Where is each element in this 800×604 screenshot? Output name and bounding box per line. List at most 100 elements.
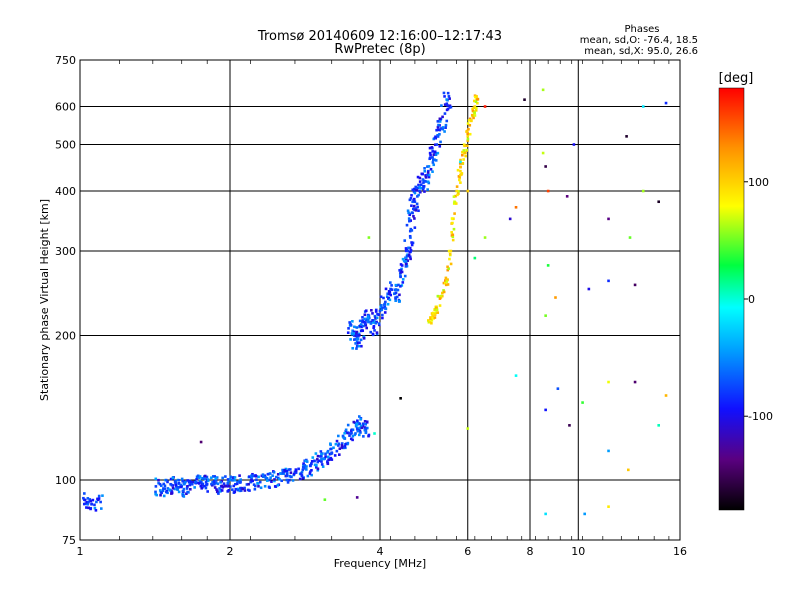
o-mode-echo: [363, 313, 367, 317]
o-mode-echo: [404, 265, 408, 268]
o-mode-echo: [289, 471, 293, 474]
o-mode-echo: [351, 346, 354, 350]
o-mode-echo: [265, 476, 269, 480]
o-mode-echo: [431, 156, 434, 159]
x-mode-echo: [436, 294, 440, 298]
o-mode-echo: [254, 484, 257, 488]
o-mode-echo: [414, 207, 418, 210]
o-mode-echo: [390, 288, 394, 291]
o-mode-echo: [432, 163, 436, 167]
o-mode-echo: [406, 209, 410, 213]
o-mode-echo: [442, 91, 446, 95]
o-mode-echo: [351, 428, 355, 432]
noise-echo: [466, 189, 470, 193]
x-mode-echo: [427, 320, 431, 324]
o-mode-echo: [389, 281, 392, 284]
o-mode-echo: [398, 293, 401, 297]
x-mode-echo: [470, 119, 473, 123]
x-mode-echo: [454, 202, 458, 205]
o-mode-echo: [436, 125, 440, 129]
o-mode-echo: [374, 316, 377, 320]
o-mode-echo: [410, 241, 413, 244]
noise-echo: [459, 160, 462, 164]
x-mode-echo: [448, 257, 451, 261]
o-mode-echo: [355, 427, 359, 430]
o-mode-echo: [196, 474, 200, 478]
x-mode-echo: [462, 158, 465, 161]
o-mode-echo: [408, 229, 412, 233]
o-mode-echo: [195, 477, 198, 481]
o-mode-echo: [444, 126, 447, 130]
o-mode-echo: [446, 91, 450, 95]
o-mode-echo: [418, 176, 422, 180]
o-mode-echo: [99, 500, 102, 504]
noise-echo: [568, 424, 571, 427]
noise-echo: [607, 505, 610, 508]
o-mode-echo: [206, 490, 209, 493]
o-mode-echo: [215, 490, 219, 494]
o-mode-echo: [400, 264, 404, 267]
o-mode-echo: [348, 434, 351, 437]
o-mode-echo: [319, 450, 323, 453]
o-mode-echo: [383, 304, 387, 307]
o-mode-echo: [305, 465, 308, 468]
o-mode-echo: [351, 320, 354, 323]
o-mode-echo: [324, 452, 327, 456]
colorbar-label: [deg]: [719, 71, 754, 86]
o-mode-echo: [239, 486, 242, 490]
o-mode-echo: [379, 295, 383, 299]
o-mode-echo: [290, 475, 293, 479]
o-mode-echo: [401, 257, 405, 261]
o-mode-echo: [214, 479, 217, 482]
o-mode-echo: [169, 477, 173, 481]
o-mode-echo: [389, 287, 392, 291]
x-mode-echo: [466, 122, 470, 125]
o-mode-echo: [361, 320, 364, 324]
o-mode-echo: [411, 200, 414, 204]
o-mode-echo: [166, 480, 169, 484]
o-mode-echo: [190, 481, 193, 484]
o-mode-echo: [298, 477, 302, 481]
o-mode-echo: [204, 486, 208, 490]
o-mode-echo: [431, 150, 434, 153]
o-mode-echo: [349, 437, 353, 441]
o-mode-echo: [353, 433, 357, 437]
noise-echo: [633, 380, 637, 384]
o-mode-echo: [297, 467, 300, 471]
o-mode-echo: [373, 329, 376, 332]
o-mode-echo: [224, 475, 227, 478]
o-mode-echo: [326, 455, 330, 459]
o-mode-echo: [329, 442, 332, 446]
o-mode-echo: [350, 332, 354, 336]
noise-echo: [523, 98, 526, 101]
o-mode-echo: [193, 486, 196, 489]
o-mode-echo: [400, 284, 404, 287]
o-mode-echo: [300, 474, 304, 477]
o-mode-echo: [253, 487, 257, 491]
o-mode-echo: [394, 296, 397, 299]
o-mode-echo: [372, 325, 376, 328]
o-mode-echo: [443, 95, 446, 98]
o-mode-echo: [434, 153, 438, 157]
o-mode-echo: [413, 226, 417, 229]
o-mode-echo: [348, 321, 351, 324]
o-mode-echo: [215, 476, 219, 479]
o-mode-echo: [351, 434, 355, 438]
noise-echo: [572, 143, 576, 146]
o-mode-echo: [301, 476, 305, 480]
o-mode-echo: [291, 479, 295, 482]
o-mode-echo: [369, 322, 373, 325]
x-mode-echo: [450, 217, 454, 220]
o-mode-echo: [390, 284, 393, 287]
x-mode-echo: [467, 119, 471, 122]
x-mode-echo: [474, 100, 478, 103]
x-mode-echo: [442, 289, 445, 292]
o-mode-echo: [313, 459, 316, 463]
noise-echo: [657, 424, 660, 427]
o-mode-echo: [393, 292, 396, 296]
o-mode-echo: [367, 433, 371, 437]
y-tick-label: 75: [62, 534, 76, 547]
o-mode-echo: [361, 316, 364, 319]
noise-echo: [514, 205, 518, 209]
o-mode-echo: [404, 249, 408, 253]
